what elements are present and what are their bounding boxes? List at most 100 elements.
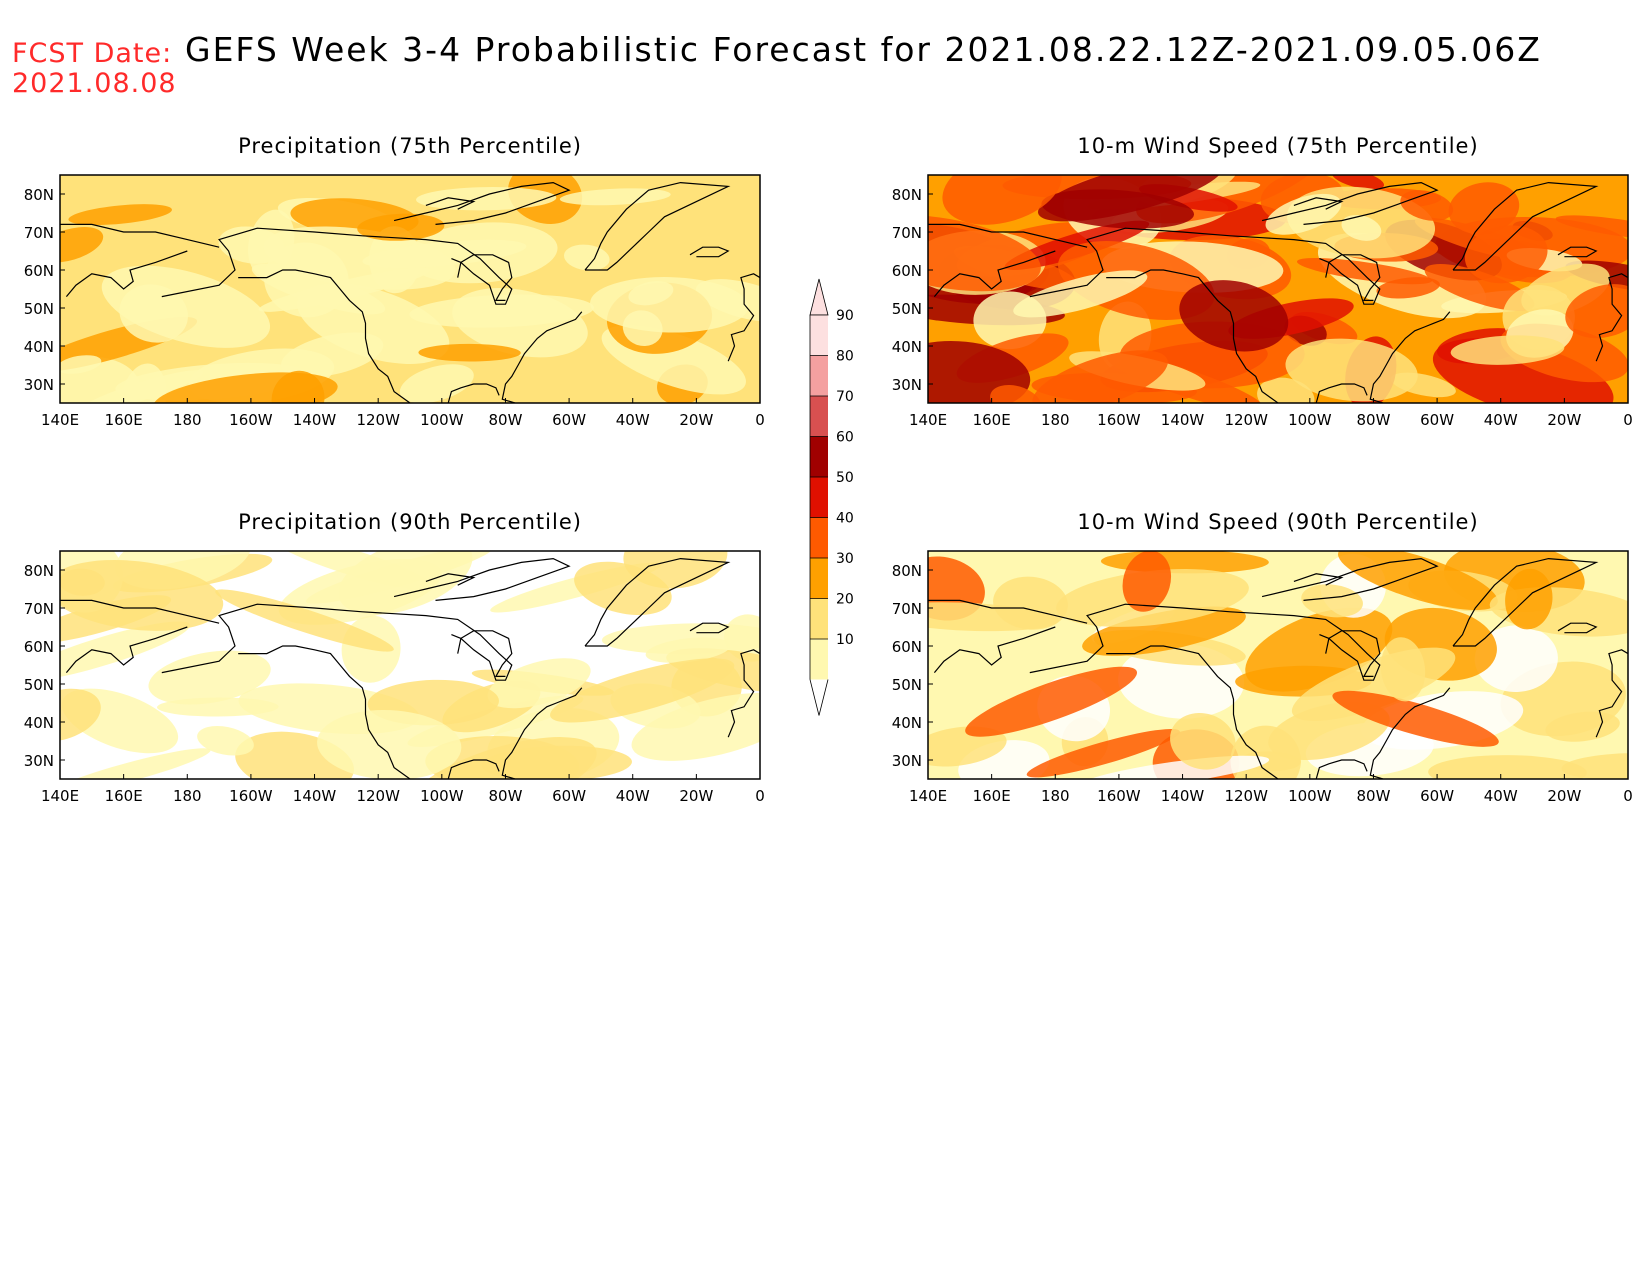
- coastline: [1315, 383, 1368, 403]
- probability-contour: [317, 709, 462, 779]
- probability-contour: [362, 239, 527, 268]
- probability-contour: [1265, 193, 1342, 235]
- colorbar-label: 60: [836, 430, 854, 446]
- lon-tick-label: 140W: [1161, 411, 1205, 429]
- lon-tick-label: 160W: [229, 787, 273, 805]
- lon-tick-label: 120W: [1224, 787, 1268, 805]
- colorbar-label: 20: [836, 592, 854, 608]
- coastline: [1369, 311, 1451, 403]
- probability-contour: [1122, 551, 1172, 612]
- coastline: [1452, 181, 1599, 271]
- lat-tick-label: 60N: [892, 262, 922, 280]
- probability-contour: [60, 355, 102, 374]
- probability-contour: [942, 175, 1062, 225]
- lon-tick-label: 0: [1623, 787, 1633, 805]
- probability-contour: [1561, 753, 1628, 779]
- lon-tick-label: 140W: [293, 411, 337, 429]
- map-frame: [59, 550, 761, 780]
- map-frame: [927, 550, 1629, 780]
- lon-tick-label: 40W: [1484, 787, 1518, 805]
- colorbar-label: 30: [836, 551, 854, 567]
- probability-contour: [1464, 225, 1548, 284]
- lat-tick-label: 40N: [892, 338, 922, 356]
- lat-tick-label: 80N: [24, 562, 54, 580]
- coastline: [727, 273, 760, 362]
- coastline: [1106, 269, 1279, 403]
- probability-contour: [399, 364, 474, 403]
- probability-contour: [101, 265, 271, 348]
- map-frame: [59, 174, 761, 404]
- lat-tick-label: 30N: [24, 376, 54, 394]
- coastlines: [60, 181, 760, 403]
- colorbar-segment: [810, 477, 828, 518]
- lon-tick-label: 120W: [1224, 411, 1268, 429]
- lon-tick-label: 140W: [1161, 787, 1205, 805]
- coastline: [689, 622, 730, 634]
- probability-contour: [928, 215, 1041, 292]
- colorbar-arrow-top: [809, 278, 829, 316]
- lon-tick-label: 60W: [1420, 787, 1454, 805]
- colorbar: 90 80 70 60 50 40 30 20 10: [809, 278, 854, 716]
- lon-tick-label: 100W: [420, 411, 464, 429]
- lon-tick-label: 80W: [1356, 787, 1390, 805]
- probability-contour: [1038, 175, 1224, 222]
- lon-tick-label: 160W: [1097, 411, 1141, 429]
- lon-tick-label: 160E: [105, 411, 143, 429]
- probability-contour: [1555, 215, 1628, 240]
- lon-tick-label: 100W: [1288, 411, 1332, 429]
- coastline: [447, 759, 500, 779]
- coastline: [1595, 649, 1628, 738]
- lon-tick-label: 100W: [1288, 787, 1332, 805]
- lon-tick-label: 0: [755, 787, 765, 805]
- map-panel-1: Precipitation (75th Percentile) 140E 160E 1…: [24, 134, 765, 429]
- lat-tick-label: 70N: [24, 600, 54, 618]
- coastline: [1452, 557, 1599, 647]
- probability-contour: [1341, 214, 1382, 241]
- coastline: [928, 599, 1088, 624]
- lon-tick-label: 180: [173, 787, 202, 805]
- lon-tick-label: 40W: [616, 411, 650, 429]
- coastline: [238, 645, 411, 779]
- probability-contour: [1285, 338, 1418, 402]
- probability-contour: [965, 666, 1138, 737]
- lat-tick-label: 80N: [892, 562, 922, 580]
- probability-contour: [452, 288, 588, 358]
- lon-tick-label: 80W: [488, 787, 522, 805]
- coastline: [457, 630, 513, 677]
- colorbar-label: 50: [836, 470, 854, 486]
- coastline: [238, 269, 411, 403]
- coastline: [65, 626, 188, 673]
- probability-contour: [1082, 606, 1246, 656]
- probability-contour: [357, 213, 445, 241]
- lon-tick-label: 180: [1041, 787, 1070, 805]
- lat-tick-label: 70N: [892, 600, 922, 618]
- probability-contour: [1338, 551, 1498, 611]
- probability-field: [928, 551, 1628, 779]
- coastline: [393, 181, 571, 225]
- lon-tick-label: 140E: [909, 787, 947, 805]
- colorbar-segment: [810, 558, 828, 599]
- lon-tick-label: 180: [1041, 411, 1070, 429]
- coastline: [457, 254, 513, 301]
- lat-tick-label: 40N: [24, 714, 54, 732]
- lon-tick-label: 20W: [679, 411, 713, 429]
- lon-tick-label: 140W: [293, 787, 337, 805]
- lon-tick-label: 160W: [229, 411, 273, 429]
- coastlines: [60, 557, 760, 779]
- coastline: [584, 557, 731, 647]
- lat-tick-label: 60N: [24, 638, 54, 656]
- probability-contour: [1450, 335, 1565, 365]
- lon-tick-label: 20W: [679, 787, 713, 805]
- lon-tick-label: 100W: [420, 787, 464, 805]
- coastline: [1293, 573, 1344, 586]
- lon-tick-label: 160E: [973, 787, 1011, 805]
- coastline: [393, 557, 571, 601]
- map-panel-4: 10-m Wind Speed (90th Percentile) 140E 160…: [892, 510, 1633, 805]
- coastline: [425, 573, 476, 586]
- probability-contour: [590, 277, 749, 333]
- coastline: [65, 250, 188, 297]
- lat-tick-label: 70N: [892, 224, 922, 242]
- probability-contour: [197, 726, 254, 756]
- probability-contour: [305, 551, 495, 604]
- probability-contour: [1448, 182, 1520, 235]
